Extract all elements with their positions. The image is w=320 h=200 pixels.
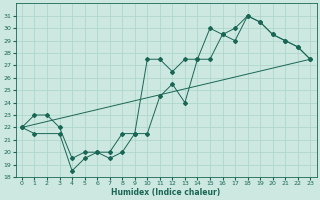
X-axis label: Humidex (Indice chaleur): Humidex (Indice chaleur) <box>111 188 221 197</box>
